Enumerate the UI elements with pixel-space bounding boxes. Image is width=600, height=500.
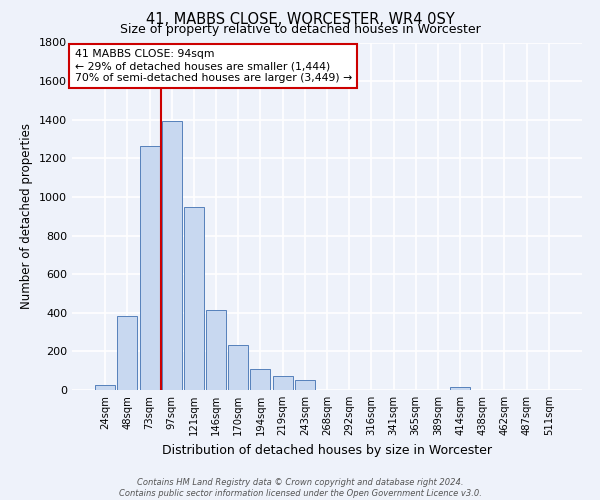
Bar — [295, 380, 315, 390]
Text: 41 MABBS CLOSE: 94sqm
← 29% of detached houses are smaller (1,444)
70% of semi-d: 41 MABBS CLOSE: 94sqm ← 29% of detached … — [74, 50, 352, 82]
Bar — [184, 206, 204, 390]
Bar — [228, 344, 248, 390]
Bar — [162, 120, 182, 390]
Bar — [95, 385, 115, 390]
Bar — [450, 387, 470, 390]
Bar — [206, 310, 226, 390]
Text: Size of property relative to detached houses in Worcester: Size of property relative to detached ho… — [119, 22, 481, 36]
Bar — [272, 376, 293, 390]
Text: 41, MABBS CLOSE, WORCESTER, WR4 0SY: 41, MABBS CLOSE, WORCESTER, WR4 0SY — [146, 12, 454, 28]
X-axis label: Distribution of detached houses by size in Worcester: Distribution of detached houses by size … — [162, 444, 492, 456]
Bar — [118, 316, 137, 390]
Bar — [250, 369, 271, 390]
Y-axis label: Number of detached properties: Number of detached properties — [20, 123, 34, 309]
Text: Contains HM Land Registry data © Crown copyright and database right 2024.
Contai: Contains HM Land Registry data © Crown c… — [119, 478, 481, 498]
Bar — [140, 146, 160, 390]
